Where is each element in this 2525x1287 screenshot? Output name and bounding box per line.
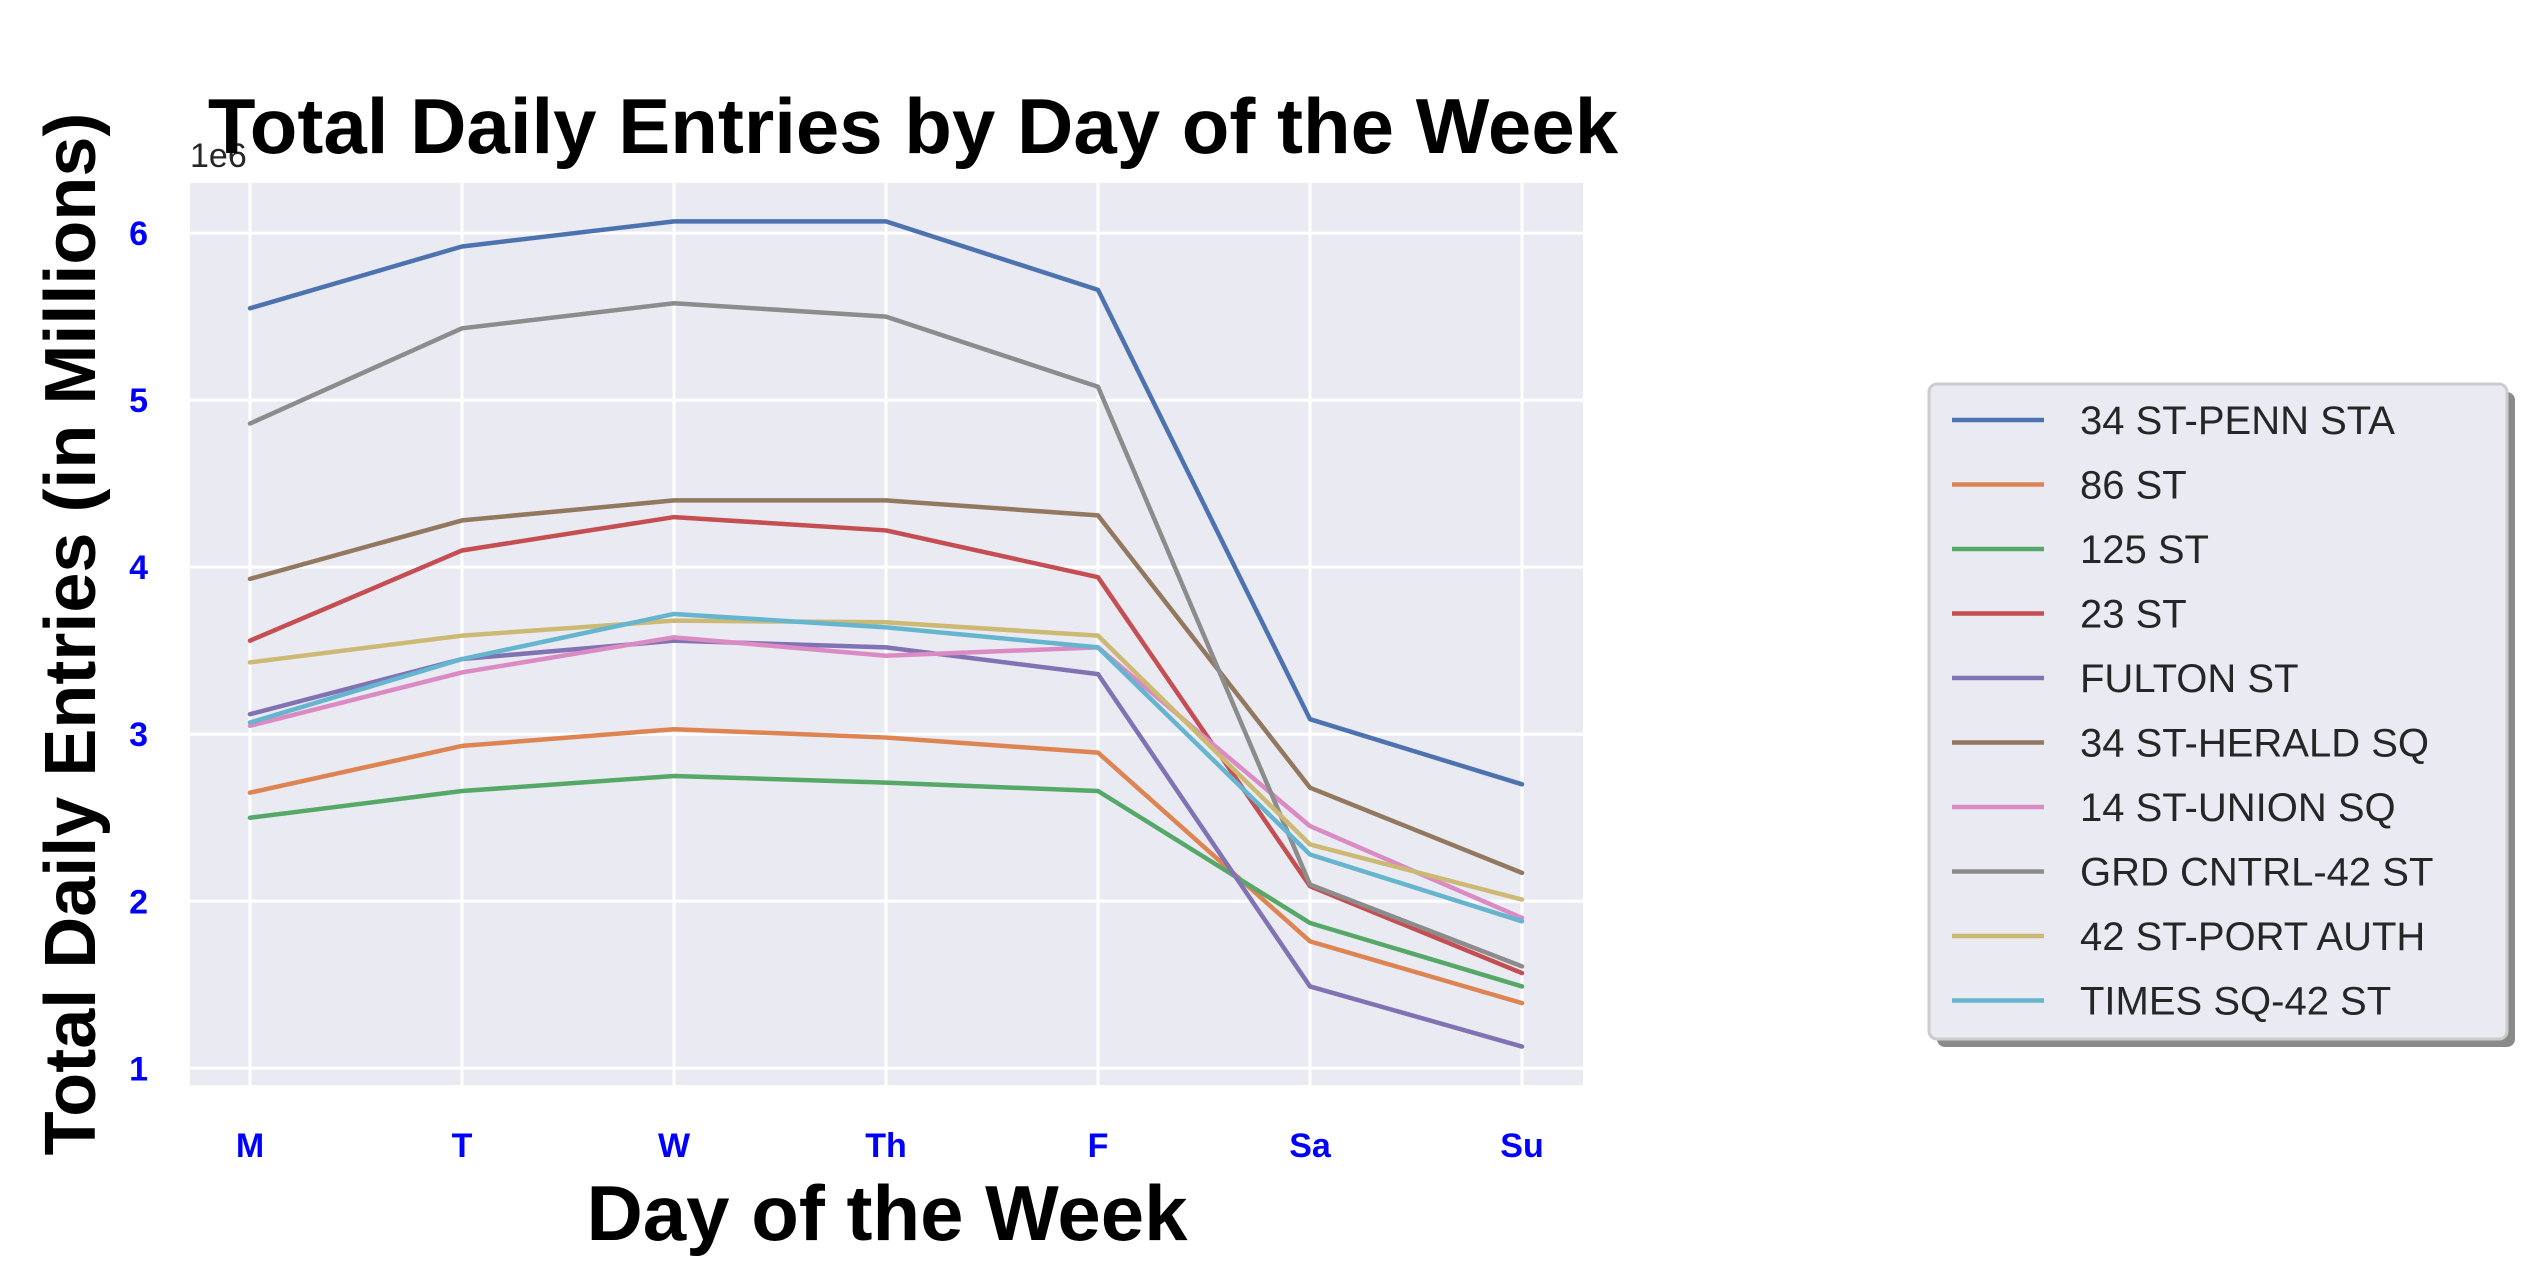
y-tick-label: 2 (129, 883, 148, 921)
legend-label: 125 ST (2080, 528, 2209, 572)
legend-label: 23 ST (2080, 593, 2187, 637)
legend-label: 14 ST-UNION SQ (2080, 786, 2396, 830)
legend-label: 42 ST-PORT AUTH (2080, 915, 2425, 959)
x-tick-label: Su (1500, 1127, 1543, 1165)
x-tick-label: Sa (1289, 1127, 1332, 1165)
series-line-34-st-herald-sq (247, 498, 1525, 876)
series-line-times-sq-42-st (247, 611, 1525, 924)
legend: 34 ST-PENN STA 86 ST 125 ST 23 ST FULTON ST 3… (1927, 382, 2515, 1047)
legend-label: 34 ST-HERALD SQ (2080, 722, 2429, 766)
series-lines (247, 219, 1525, 1049)
legend-label: TIMES SQ-42 ST (2080, 980, 2391, 1024)
legend-box (1927, 382, 2509, 1041)
x-tick-labels: M T W Th F Sa Su (236, 1127, 1544, 1165)
x-tick-label: Th (865, 1127, 907, 1165)
legend-label: 86 ST (2080, 464, 2187, 508)
legend-label: FULTON ST (2080, 657, 2299, 701)
x-axis-label: Day of the Week (586, 1169, 1188, 1257)
series-line-34-st-penn-sta (247, 219, 1525, 787)
x-tick-label: W (658, 1127, 691, 1165)
chart-title: Total Daily Entries by Day of the Week (208, 82, 1619, 170)
series-line-125-st (247, 773, 1525, 989)
series-line-86-st (247, 726, 1525, 1006)
x-tick-label: F (1088, 1127, 1109, 1165)
y-axis-label: Total Daily Entries (in Millions) (31, 113, 111, 1156)
legend-label: GRD CNTRL-42 ST (2080, 851, 2433, 895)
series-line-14-st-union-sq (247, 635, 1525, 921)
y-axis-offset-label: 1e6 (190, 137, 247, 175)
series-line-42-st-port-auth (247, 618, 1525, 902)
x-tick-label: T (452, 1127, 473, 1165)
legend-entries: 34 ST-PENN STA 86 ST 125 ST 23 ST FULTON ST 3… (1952, 399, 2433, 1024)
y-tick-label: 3 (129, 716, 148, 754)
y-tick-label: 5 (129, 382, 148, 420)
y-tick-labels: 1 2 3 4 5 6 (129, 215, 148, 1088)
series-line-grd-cntrl-42-st (247, 301, 1525, 969)
y-tick-label: 6 (129, 215, 148, 253)
legend-label: 34 ST-PENN STA (2080, 399, 2395, 443)
x-tick-label: M (236, 1127, 264, 1165)
y-tick-label: 1 (129, 1050, 148, 1088)
y-tick-label: 4 (129, 549, 148, 587)
